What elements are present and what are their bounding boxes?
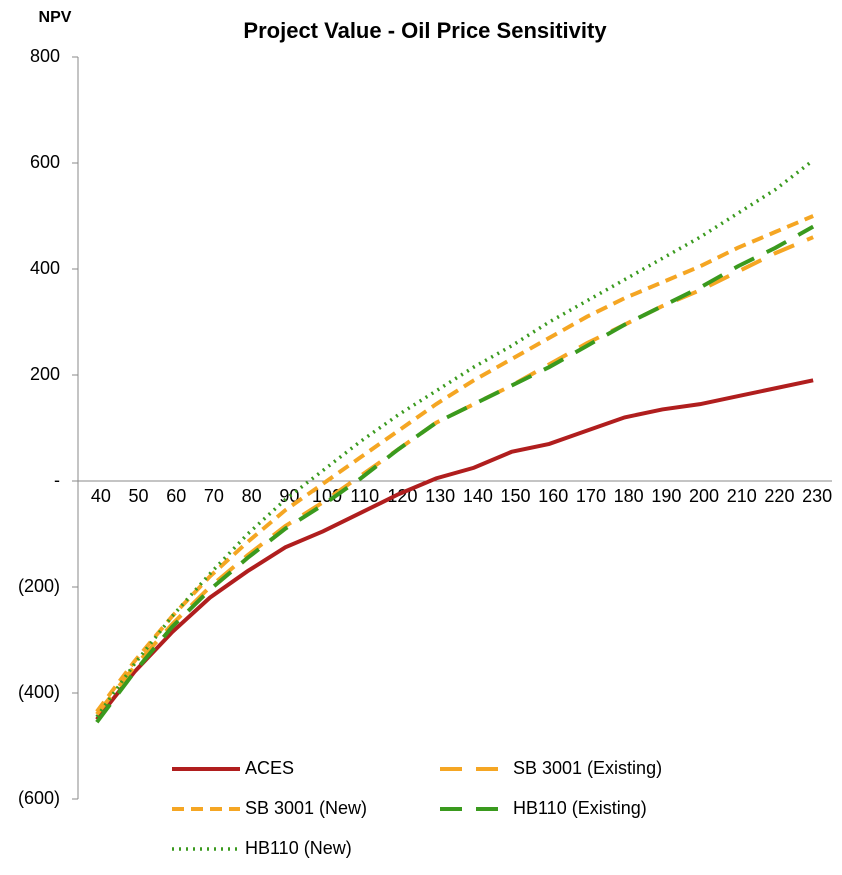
x-tick-label: 70 [204,486,224,506]
y-tick-label: (400) [18,682,60,702]
x-tick-label: 220 [764,486,794,506]
x-tick-label: 170 [576,486,606,506]
y-tick-label: (200) [18,576,60,596]
series-line [95,224,815,724]
y-tick-label: 600 [30,152,60,172]
chart-title: Project Value - Oil Price Sensitivity [243,18,607,43]
x-tick-label: 130 [425,486,455,506]
legend-label: ACES [245,758,294,778]
x-tick-label: 140 [463,486,493,506]
y-tick-label: 200 [30,364,60,384]
x-tick-label: 50 [129,486,149,506]
series-line [95,235,814,716]
x-tick-label: 100 [312,486,342,506]
legend-label: HB110 (Existing) [513,798,647,818]
x-tick-label: 110 [350,486,379,506]
x-tick-label: 80 [242,486,262,506]
x-tick-label: 210 [727,486,757,506]
series-line [95,214,814,713]
y-tick-label: - [54,470,60,490]
x-tick-label: 230 [802,486,832,506]
x-tick-label: 180 [614,486,644,506]
x-tick-label: 200 [689,486,719,506]
x-tick-label: 40 [91,486,111,506]
legend-label: SB 3001 (Existing) [513,758,662,778]
series-line [95,378,814,721]
x-tick-label: 160 [538,486,568,506]
y-tick-label: (600) [18,788,60,808]
series-line [95,158,815,718]
y-tick-label: 400 [30,258,60,278]
x-tick-label: 190 [651,486,681,506]
y-tick-label: 800 [30,46,60,66]
x-tick-label: 90 [279,486,299,506]
legend-label: SB 3001 (New) [245,798,367,818]
y-axis-label: NPV [39,9,72,26]
x-tick-label: 150 [501,486,531,506]
legend-label: HB110 (New) [245,838,352,858]
x-tick-label: 60 [166,486,186,506]
